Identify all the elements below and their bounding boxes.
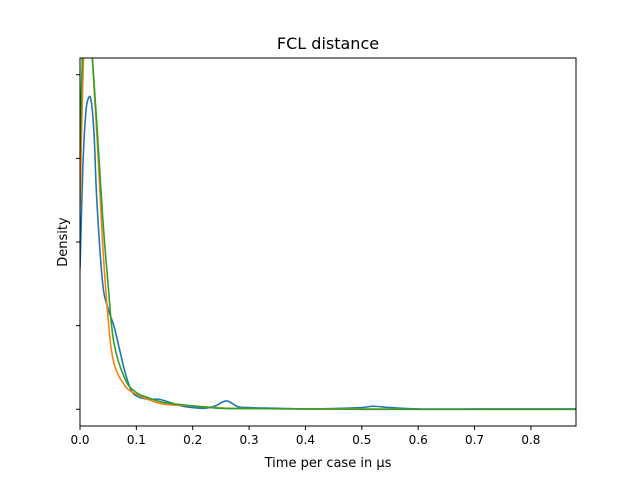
x-tick-label: 0.2 (183, 433, 202, 447)
x-tick-label: 0.4 (296, 433, 315, 447)
series-line-3 (80, 58, 576, 411)
series-layer (80, 58, 576, 411)
x-tick-label: 0.7 (465, 433, 484, 447)
plot-frame (79, 57, 577, 427)
x-tick-label: 0.8 (521, 433, 540, 447)
y-axis (76, 74, 80, 410)
chart-title: FCL distance (277, 34, 379, 53)
x-axis-label: Time per case in µs (264, 456, 392, 471)
x-tick-label: 0.6 (409, 433, 428, 447)
series-line-2 (80, 58, 576, 411)
x-tick-label: 0.3 (240, 433, 259, 447)
series-line-1 (80, 95, 576, 410)
x-axis: 0.0 0.1 0.2 0.3 0.4 0.5 0.6 0.7 0.8 (70, 426, 540, 447)
x-tick-label: 0.5 (352, 433, 371, 447)
y-axis-label: Density (56, 217, 71, 267)
x-tick-label: 0.1 (127, 433, 146, 447)
x-tick-label: 0.0 (70, 433, 89, 447)
